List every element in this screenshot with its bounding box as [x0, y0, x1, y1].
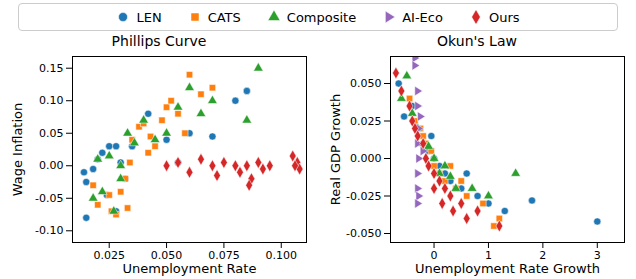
html-text:AI-Eco: AI-Eco — [402, 9, 443, 25]
html-text:Composite: Composite — [286, 9, 357, 25]
svg-text:0.025: 0.025 — [93, 249, 125, 262]
html-text:Phillips Curve: Phillips Curve — [111, 33, 207, 49]
svg-text:0.05: 0.05 — [39, 127, 64, 140]
svg-text:Real GDP Growth: Real GDP Growth — [328, 94, 343, 205]
svg-text:0.075: 0.075 — [208, 249, 240, 263]
svg-text:-0.050: -0.050 — [346, 227, 381, 240]
svg-text:3: 3 — [593, 249, 601, 263]
html-text:Okun's Law: Okun's Law — [437, 33, 517, 49]
svg-text:0.10: 0.10 — [39, 94, 64, 107]
svg-text:Unemployment Rate: Unemployment Rate — [123, 261, 257, 276]
svg-text:0.025: 0.025 — [350, 115, 382, 128]
svg-text:-0.025: -0.025 — [346, 190, 381, 203]
svg-text:-0.05: -0.05 — [35, 192, 63, 205]
html-text:CATS: CATS — [207, 9, 241, 25]
svg-text:0.00: 0.00 — [39, 159, 64, 172]
svg-text:Unemployment Rate Growth: Unemployment Rate Growth — [415, 261, 600, 276]
svg-text:0.15: 0.15 — [39, 62, 64, 75]
svg-text:0.050: 0.050 — [150, 249, 183, 263]
svg-text:0.050: 0.050 — [350, 77, 382, 90]
html-text:Ours: Ours — [488, 9, 520, 25]
html-text:LEN: LEN — [136, 9, 162, 25]
svg-text:1: 1 — [485, 249, 492, 263]
svg-text:Wage Inflation: Wage Inflation — [10, 103, 25, 197]
svg-text:0: 0 — [430, 249, 438, 263]
svg-text:-0.10: -0.10 — [35, 224, 63, 237]
svg-text:0.100: 0.100 — [266, 249, 298, 262]
svg-text:0.000: 0.000 — [350, 152, 382, 165]
svg-text:2: 2 — [539, 249, 547, 263]
